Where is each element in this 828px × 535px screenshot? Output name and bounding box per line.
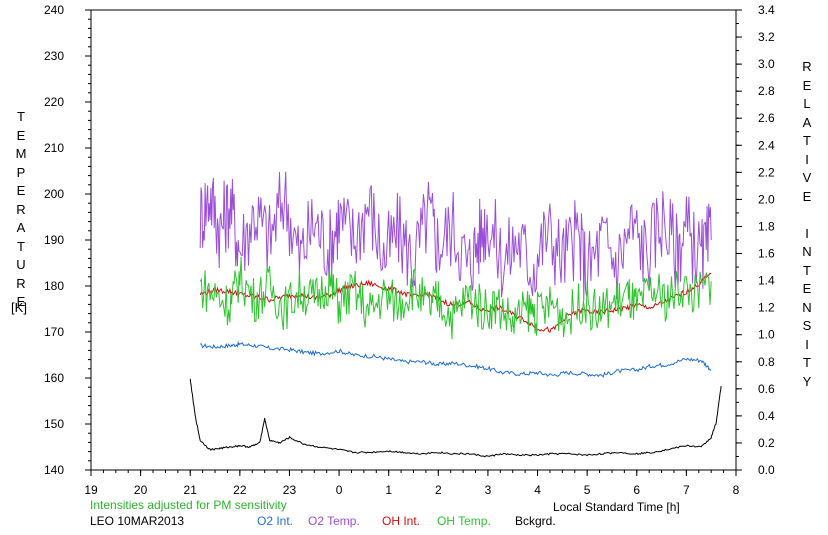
x-tick-label: 0	[336, 483, 343, 497]
left-tick-label: 240	[44, 3, 64, 17]
left-axis-title: T E M P E R A T U R E	[15, 109, 27, 309]
right-tick-label: 0.8	[758, 355, 775, 369]
x-tick-label: 6	[633, 483, 640, 497]
x-tick-label: 1	[385, 483, 392, 497]
left-tick-label: 200	[44, 187, 64, 201]
x-tick-label: 20	[134, 483, 148, 497]
left-tick-label: 180	[44, 279, 64, 293]
x-tick-label: 22	[233, 483, 247, 497]
right-tick-label: 0.6	[758, 382, 775, 396]
x-tick-label: 21	[184, 483, 198, 497]
series-line-o2-temp	[199, 171, 712, 302]
series-layer	[189, 171, 722, 458]
left-tick-label: 220	[44, 95, 64, 109]
right-tick-label: 2.2	[758, 165, 775, 179]
right-tick-label: 3.0	[758, 57, 775, 71]
x-tick-label: 23	[283, 483, 297, 497]
right-tick-label: 2.6	[758, 111, 775, 125]
right-tick-label: 1.2	[758, 301, 775, 315]
right-tick-label: 3.2	[758, 30, 775, 44]
legend-o2-temp: O2 Temp.	[308, 514, 360, 528]
right-tick-label: 2.4	[758, 138, 775, 152]
legend-o2-int: O2 Int.	[257, 514, 294, 528]
legend-oh-int: OH Int.	[382, 514, 421, 528]
x-tick-label: 5	[584, 483, 591, 497]
x-axis-title: Local Standard Time [h]	[553, 500, 680, 514]
x-axis-ticks: 19 20 21 22 23 0 1 2 3 4 5 6 7 8	[84, 470, 740, 497]
left-axis-unit: [K]	[11, 300, 27, 315]
series-line-oh-temp	[199, 256, 712, 340]
right-axis-title: R E L A T I V E I N T E N S I T Y	[802, 59, 812, 389]
x-tick-label: 2	[435, 483, 442, 497]
left-tick-label: 170	[44, 325, 64, 339]
legend-oh-temp: OH Temp.	[437, 514, 491, 528]
left-tick-label: 190	[44, 233, 64, 247]
right-tick-label: 2.8	[758, 84, 775, 98]
right-tick-label: 2.0	[758, 192, 775, 206]
right-axis-ticks: 0.0 0.2 0.4 0.6 0.8 1.0 1.2 1.4 1.6 1.8 2.0 2.2 2.4 2…	[736, 3, 775, 477]
right-tick-label: 1.8	[758, 219, 775, 233]
right-tick-label: 1.4	[758, 274, 775, 288]
right-tick-label: 3.4	[758, 3, 775, 17]
left-tick-label: 160	[44, 371, 64, 385]
x-tick-label: 19	[84, 483, 98, 497]
x-tick-label: 7	[683, 483, 690, 497]
series-line-bckgrd	[189, 378, 722, 458]
left-tick-label: 210	[44, 141, 64, 155]
x-tick-label: 3	[485, 483, 492, 497]
x-tick-label: 4	[534, 483, 541, 497]
left-tick-label: 150	[44, 417, 64, 431]
legend-bckgrd: Bckgrd.	[515, 514, 556, 528]
right-tick-label: 1.6	[758, 247, 775, 261]
station-date-label: LEO 10MAR2013	[90, 514, 185, 528]
left-tick-label: 140	[44, 463, 64, 477]
left-tick-label: 230	[44, 49, 64, 63]
right-tick-label: 0.2	[758, 436, 775, 450]
right-tick-label: 0.4	[758, 409, 775, 423]
sensitivity-note: Intensities adjusted for PM sensitivity	[90, 498, 287, 512]
right-tick-label: 1.0	[758, 328, 775, 342]
right-tick-label: 0.0	[758, 463, 775, 477]
left-axis-ticks: 140 150 160 170 180 190 200 210 220 230 240	[44, 3, 91, 477]
series-line-o2-int	[200, 340, 712, 378]
x-tick-label: 8	[733, 483, 740, 497]
